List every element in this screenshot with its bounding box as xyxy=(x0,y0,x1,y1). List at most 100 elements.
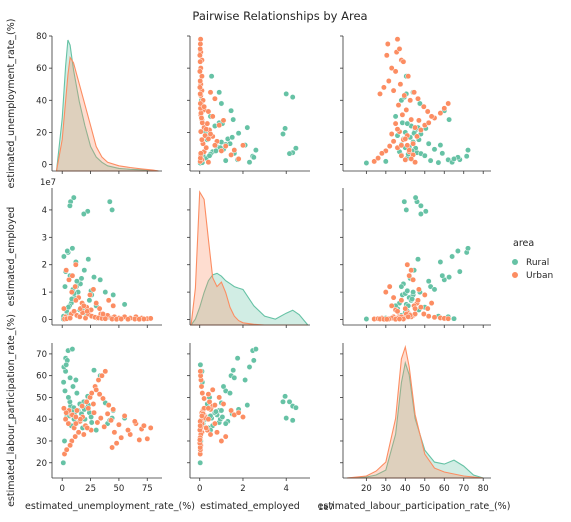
scatter-point-urban xyxy=(375,155,382,162)
y-tick-label: 20 xyxy=(36,128,47,138)
scatter-point-urban xyxy=(83,398,90,405)
scatter-point-urban xyxy=(68,289,75,296)
scatter-point-rural xyxy=(62,387,68,394)
scatter-point-urban xyxy=(205,391,212,398)
scatter-point-urban xyxy=(197,90,204,97)
scatter-point-urban xyxy=(402,135,409,142)
scatter-point-rural xyxy=(401,198,408,205)
y-tick-label: 3 xyxy=(42,233,47,243)
scatter-point-urban xyxy=(414,133,420,140)
scatter-point-rural xyxy=(91,274,97,281)
y-tick-label: 20 xyxy=(36,459,47,469)
scatter-point-urban xyxy=(198,412,205,419)
scatter-point-rural xyxy=(222,157,229,164)
scatter-point-urban xyxy=(415,286,422,293)
x-tick-label: 50 xyxy=(419,484,430,494)
scatter-point-urban xyxy=(218,147,225,154)
scatter-point-urban xyxy=(402,156,409,163)
scatter-point-rural xyxy=(230,116,237,123)
scatter-point-rural xyxy=(289,417,296,424)
scatter-point-rural xyxy=(97,276,104,283)
scatter-point-rural xyxy=(102,289,109,296)
scatter-point-urban xyxy=(385,78,392,84)
scatter-point-urban xyxy=(197,36,204,43)
scatter-point-urban xyxy=(205,416,212,423)
scatter-point-rural xyxy=(61,438,68,444)
scatter-point-urban xyxy=(203,126,210,133)
scatter-point-rural xyxy=(73,390,80,397)
scatter-point-rural xyxy=(60,459,67,466)
scatter-point-rural xyxy=(382,158,389,165)
scatter-point-urban xyxy=(196,436,203,443)
scatter-point-urban xyxy=(371,158,378,165)
scatter-point-urban xyxy=(102,315,109,322)
scatter-point-rural xyxy=(451,155,457,162)
scatter-point-rural xyxy=(412,194,419,201)
scatter-point-rural xyxy=(289,94,296,101)
scatter-point-urban xyxy=(76,313,83,320)
scatter-point-urban xyxy=(394,36,401,43)
scatter-point-rural xyxy=(218,100,225,107)
x-axis-label-employed: estimated_employed xyxy=(200,501,300,512)
scatter-point-rural xyxy=(404,120,411,127)
scatter-point-urban xyxy=(405,73,412,80)
scatter-point-urban xyxy=(125,316,131,323)
legend-label-rural: Rural xyxy=(526,258,549,268)
scatter-point-rural xyxy=(88,419,95,426)
scatter-point-urban xyxy=(88,390,95,397)
scatter-point-urban xyxy=(147,424,154,431)
panel-unemployment-vs-employed xyxy=(187,35,310,174)
scatter-point-urban xyxy=(101,423,108,430)
scatter-point-urban xyxy=(62,416,69,423)
scatter-point-urban xyxy=(95,377,102,383)
scatter-point-urban xyxy=(404,261,411,268)
scatter-point-urban xyxy=(445,315,452,322)
scatter-point-urban xyxy=(111,429,118,436)
x-tick-label: 20 xyxy=(361,484,372,494)
scatter-point-rural xyxy=(70,383,76,390)
legend-marker-rural xyxy=(511,258,519,266)
scatter-point-rural xyxy=(456,268,463,275)
scatter-point-urban xyxy=(235,155,242,162)
scatter-point-rural xyxy=(72,377,79,383)
scatter-point-urban xyxy=(207,431,214,438)
scatter-point-urban xyxy=(84,424,91,431)
scatter-point-urban xyxy=(201,395,208,402)
scatter-point-rural xyxy=(235,130,242,137)
scatter-point-urban xyxy=(388,302,395,309)
scatter-point-rural xyxy=(437,142,444,149)
scatter-point-urban xyxy=(404,142,411,149)
scatter-point-urban xyxy=(97,415,104,422)
scatter-point-urban xyxy=(199,390,206,397)
scatter-point-urban xyxy=(72,414,79,420)
scatter-point-rural xyxy=(363,160,370,166)
scatter-point-rural xyxy=(88,414,95,420)
scatter-point-urban xyxy=(411,89,418,96)
scatter-point-urban xyxy=(384,41,391,47)
scatter-point-urban xyxy=(205,405,212,412)
scatter-point-rural xyxy=(454,248,461,254)
scatter-point-urban xyxy=(397,81,404,88)
kde-rural xyxy=(190,272,309,326)
scatter-point-urban xyxy=(394,308,401,315)
scatter-point-urban xyxy=(386,143,393,150)
scatter-point-urban xyxy=(69,272,76,279)
scatter-point-urban xyxy=(96,391,103,398)
scatter-point-urban xyxy=(98,372,105,379)
scatter-point-urban xyxy=(73,407,80,414)
scatter-point-rural xyxy=(93,427,100,434)
x-axis-label-unemployment: estimated_unemployment_rate_(%) xyxy=(25,501,195,512)
scatter-point-urban xyxy=(228,407,235,414)
scatter-point-urban xyxy=(218,438,225,444)
scatter-point-urban xyxy=(109,444,116,451)
scatter-point-urban xyxy=(405,313,412,320)
scatter-point-rural xyxy=(425,140,432,147)
scatter-point-urban xyxy=(415,117,422,124)
scatter-point-urban xyxy=(231,147,238,154)
scatter-point-urban xyxy=(403,106,410,113)
scatter-point-rural xyxy=(62,283,68,290)
scatter-point-rural xyxy=(431,286,438,293)
scatter-point-rural xyxy=(465,147,471,154)
scatter-point-urban xyxy=(80,431,87,438)
